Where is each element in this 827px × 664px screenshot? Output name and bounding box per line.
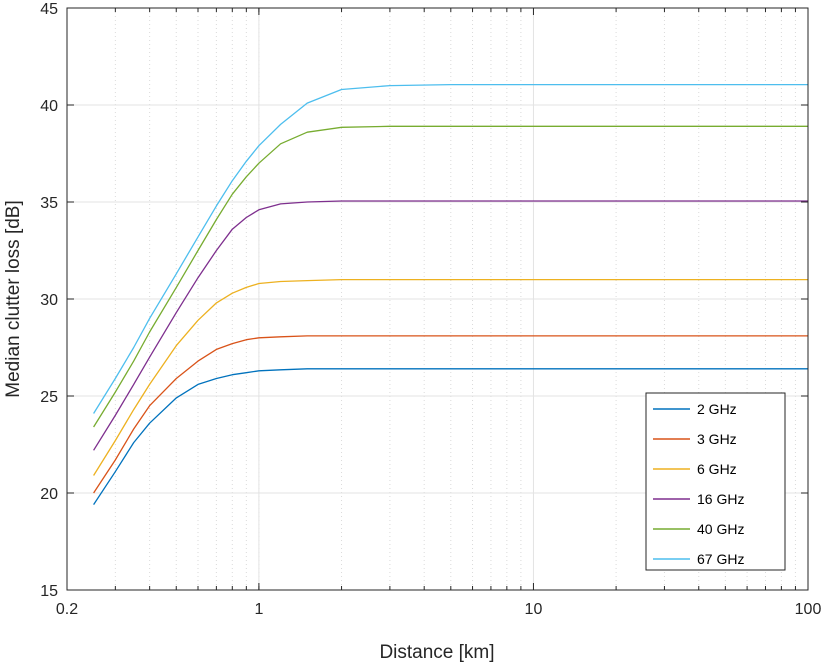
legend-label: 67 GHz [697,551,744,567]
y-tick-label: 30 [40,292,58,309]
x-tick-label: 0.2 [56,601,78,618]
y-tick-label: 40 [40,98,58,115]
y-tick-label: 45 [40,1,58,18]
legend: 2 GHz 3 GHz 6 GHz 16 GHz 40 GHz 67 GHz [645,392,786,571]
series-line [93,278,808,476]
legend-label: 2 GHz [697,401,737,417]
x-axis-label: Distance [km] [379,642,494,663]
series-lines [93,83,808,505]
y-tick-label: 25 [40,389,58,406]
y-tick-label: 35 [40,195,58,212]
y-axis-label: Median clutter loss [dB] [3,200,24,397]
axis-ticks: 0.2 1 10 100 15 20 25 30 35 40 45 [40,1,821,618]
x-tick-label: 1 [254,601,263,618]
series-line [93,83,808,414]
y-tick-label: 20 [40,486,58,503]
x-tick-label: 10 [525,601,543,618]
x-tick-label: 100 [795,601,822,618]
series-line [93,368,808,505]
y-tick-label: 15 [40,583,58,600]
legend-label: 40 GHz [697,521,744,537]
series-line [93,200,808,451]
legend-label: 3 GHz [697,431,737,447]
legend-box [645,392,786,571]
legend-label: 6 GHz [697,461,737,477]
series-line [93,125,808,428]
legend-label: 16 GHz [697,491,744,507]
series-line [93,335,808,494]
